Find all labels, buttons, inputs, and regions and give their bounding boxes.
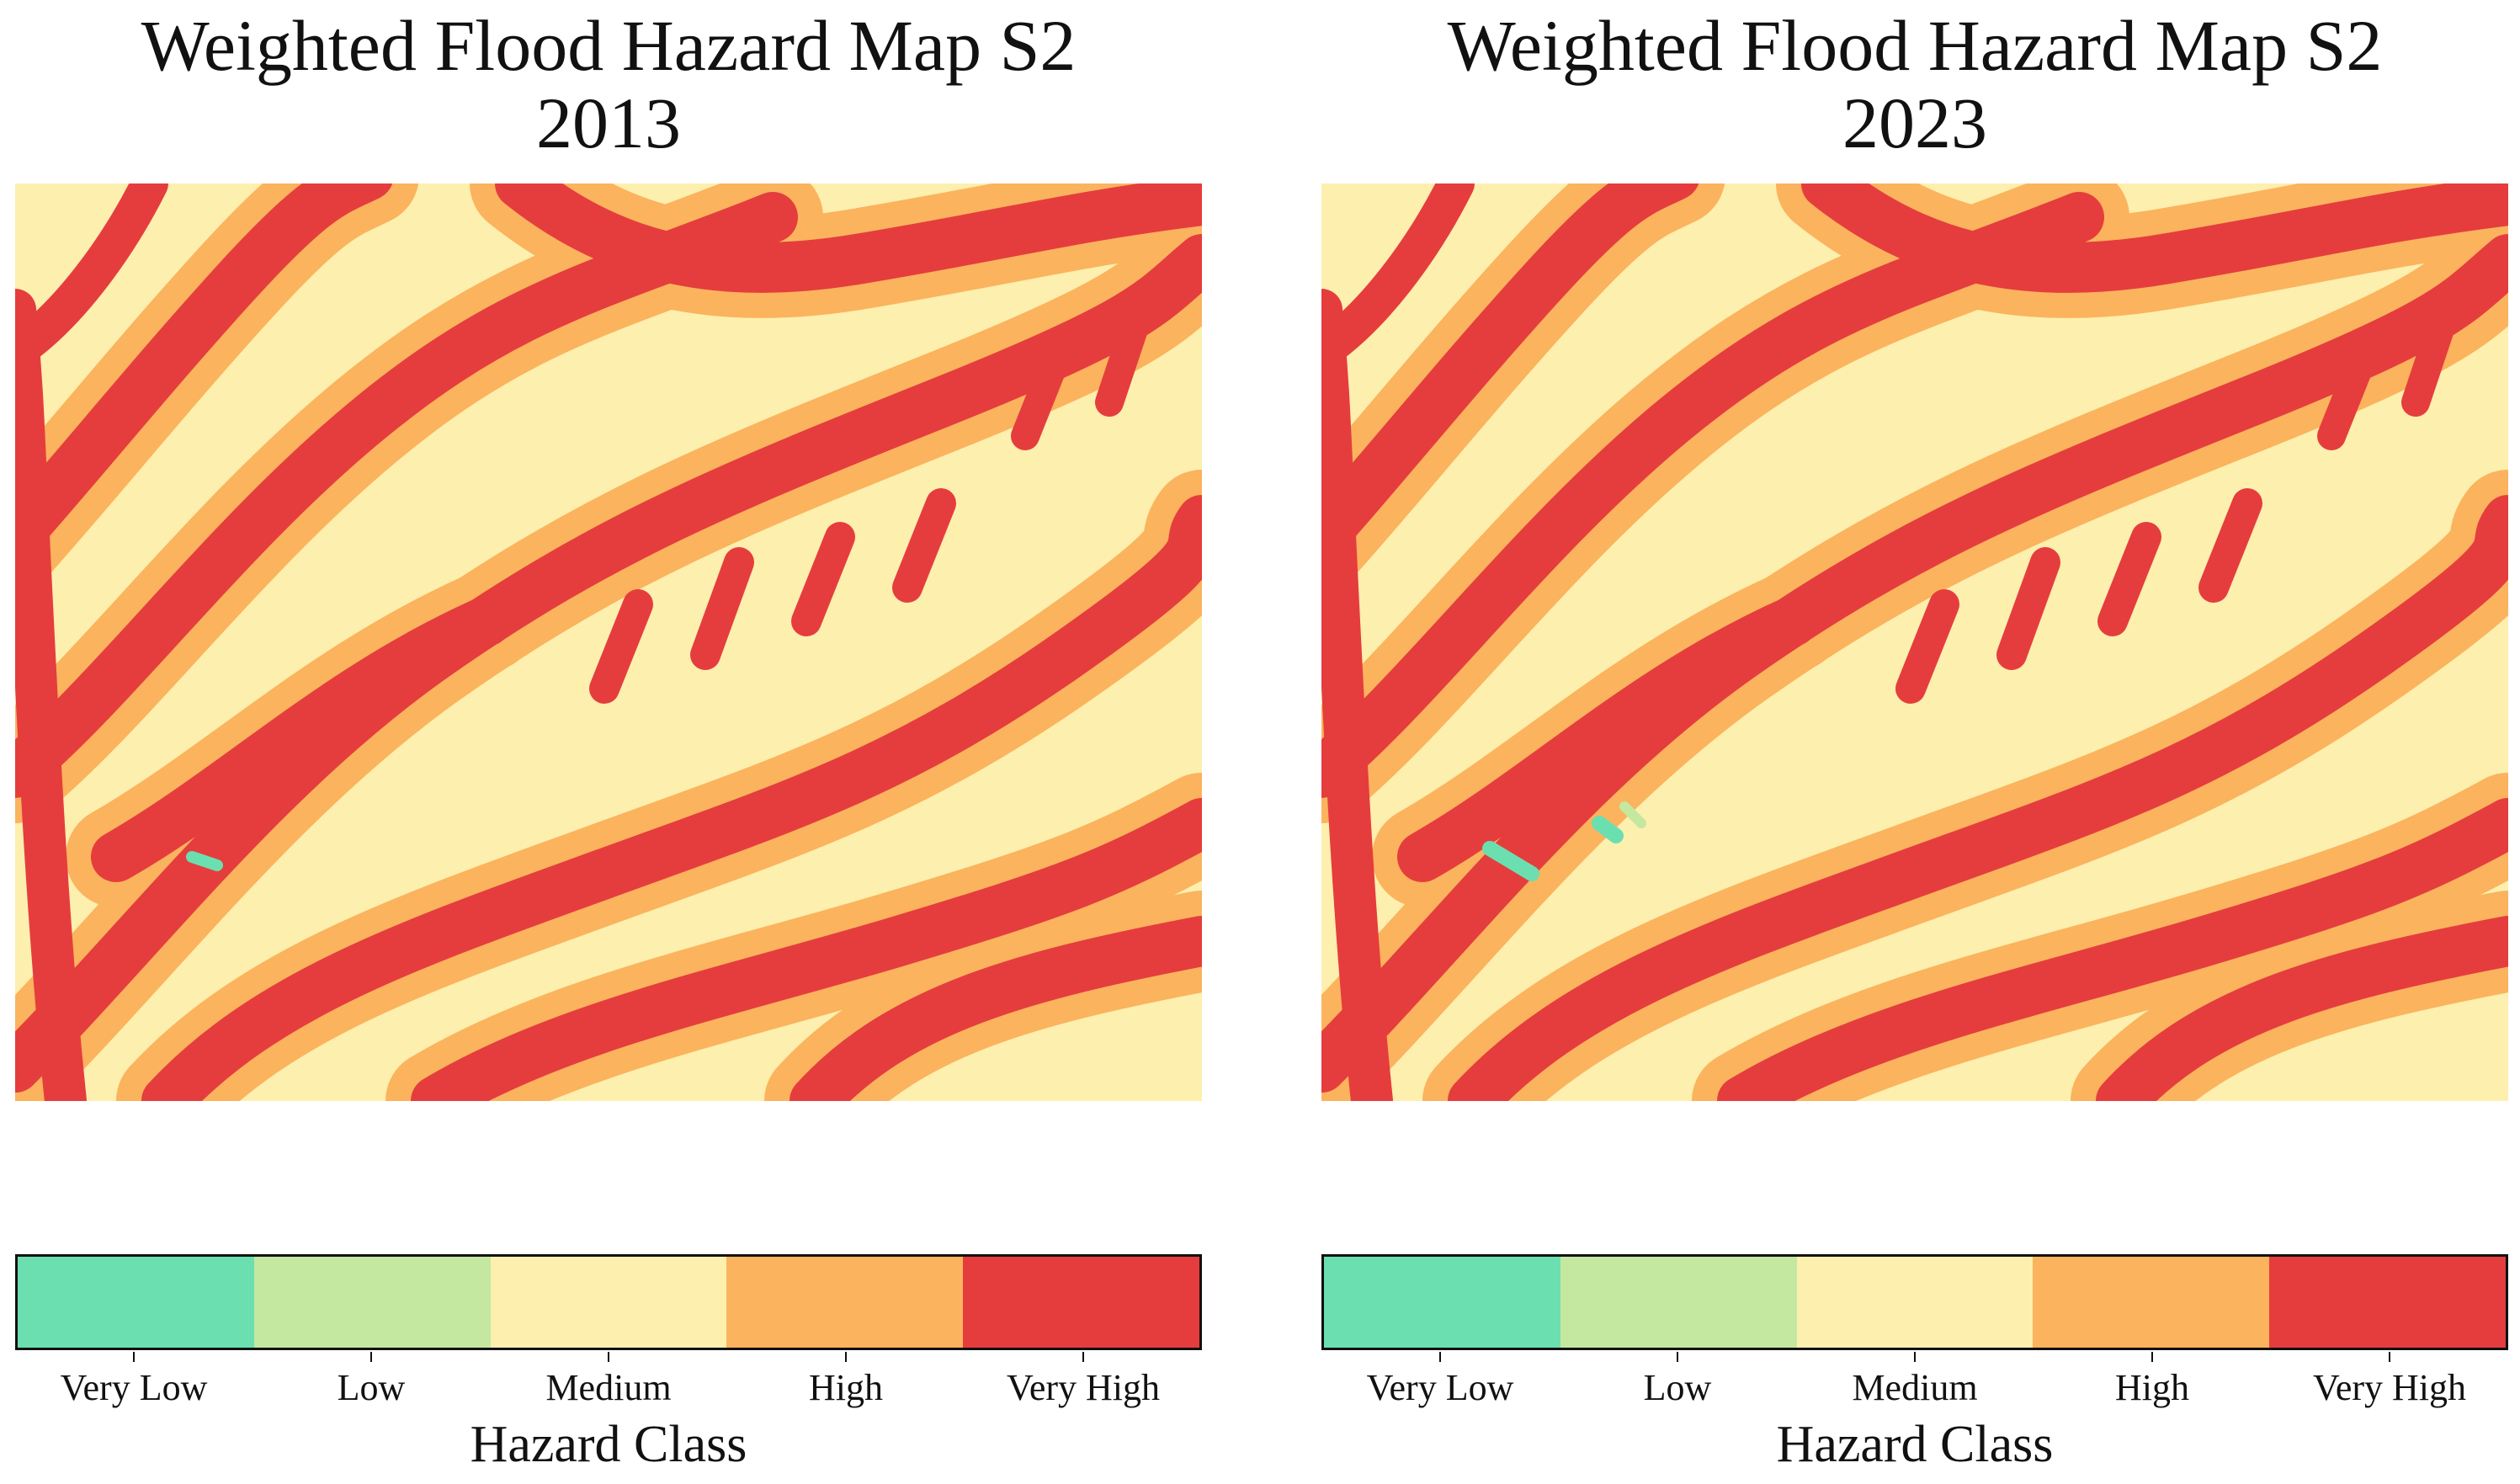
- class-label-high: High: [809, 1367, 883, 1408]
- very-high-hazard-channels: [1321, 184, 2508, 1101]
- hazard-raster-svg: [15, 184, 1202, 1101]
- colorbar-tick: [2151, 1352, 2153, 1362]
- class-label-very-low: Very Low: [60, 1367, 208, 1408]
- map-title-year: 2023: [1842, 82, 1987, 163]
- hazard-raster-map: [15, 184, 1202, 1101]
- class-label-very-high: Very High: [1006, 1367, 1161, 1408]
- colorbar-ticks: [15, 1352, 1202, 1364]
- class-label-very-high: Very High: [2312, 1367, 2467, 1408]
- colorbar: [1321, 1254, 2508, 1350]
- map-title: Weighted Flood Hazard Map S2 2023: [1321, 7, 2508, 162]
- colorbar: [15, 1254, 1202, 1350]
- colorbar-low: [1560, 1257, 1797, 1348]
- colorbar-tick: [1439, 1352, 1441, 1362]
- very-low-hazard-pockets: [186, 851, 223, 871]
- map-title-line1: Weighted Flood Hazard Map S2: [1447, 5, 2383, 86]
- map-panel-2023: Weighted Flood Hazard Map S2 2023: [1321, 0, 2517, 1484]
- class-label-medium: Medium: [1852, 1367, 1978, 1408]
- class-label-low: Low: [1643, 1367, 1712, 1408]
- map-panel-2013: Weighted Flood Hazard Map S2 2013: [15, 0, 1210, 1484]
- class-label-medium: Medium: [545, 1367, 672, 1408]
- colorbar-low: [253, 1257, 491, 1348]
- colorbar-tick: [1082, 1352, 1084, 1362]
- low-hazard-pockets: [1619, 801, 1646, 828]
- colorbar-medium: [490, 1257, 727, 1348]
- very-high-hazard-channels: [15, 184, 1202, 1101]
- colorbar-very-high: [2269, 1257, 2506, 1348]
- colorbar-very-low: [1324, 1257, 1560, 1348]
- colorbar-tick: [370, 1352, 372, 1362]
- colorbar-labels: Very Low Low Medium High Very High: [1321, 1365, 2508, 1411]
- colorbar-medium: [1796, 1257, 2034, 1348]
- colorbar-labels: Very Low Low Medium High Very High: [15, 1365, 1202, 1411]
- colorbar-very-low: [18, 1257, 254, 1348]
- colorbar-tick: [608, 1352, 609, 1362]
- colorbar-tick: [1914, 1352, 1916, 1362]
- colorbar-tick: [845, 1352, 847, 1362]
- map-title: Weighted Flood Hazard Map S2 2013: [15, 7, 1202, 162]
- map-title-year: 2013: [536, 82, 681, 163]
- class-label-very-low: Very Low: [1366, 1367, 1514, 1408]
- colorbar-tick: [133, 1352, 135, 1362]
- colorbar-title: Hazard Class: [1776, 1416, 2054, 1473]
- map-title-line1: Weighted Flood Hazard Map S2: [141, 5, 1077, 86]
- class-label-low: Low: [337, 1367, 406, 1408]
- colorbar-ticks: [1321, 1352, 2508, 1364]
- colorbar-title: Hazard Class: [470, 1416, 747, 1473]
- colorbar-tick: [2389, 1352, 2390, 1362]
- class-label-high: High: [2115, 1367, 2189, 1408]
- colorbar-high: [2033, 1257, 2270, 1348]
- colorbar-tick: [1677, 1352, 1678, 1362]
- colorbar-high: [726, 1257, 964, 1348]
- very-low-hazard-pockets: [1482, 816, 1624, 881]
- hazard-raster-map: [1321, 184, 2508, 1101]
- hazard-raster-svg: [1321, 184, 2508, 1101]
- colorbar-very-high: [963, 1257, 1199, 1348]
